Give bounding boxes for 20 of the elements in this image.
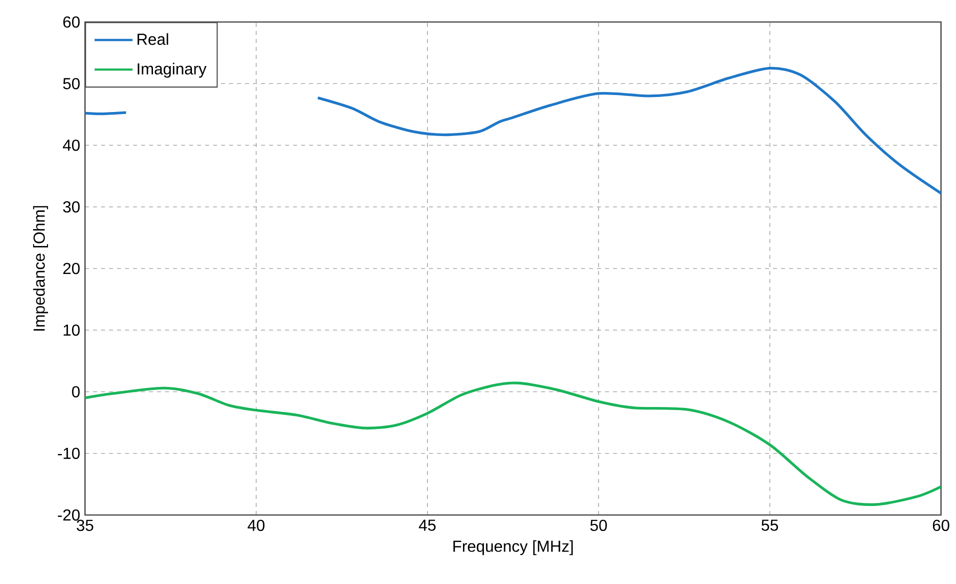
x-tick-label: 60	[932, 520, 950, 532]
legend-label: Imaginary	[138, 62, 206, 78]
y-tick-label: -20	[58, 509, 80, 521]
y-axis-title: Impedance [Ohm]	[33, 206, 48, 331]
x-tick-label: 45	[418, 520, 436, 531]
y-tick-label: 60	[63, 16, 80, 28]
x-tick-label: 35	[76, 520, 94, 532]
y-tick-label: 20	[63, 262, 80, 274]
y-tick-label: 30	[63, 201, 80, 213]
x-tick-label: 40	[248, 520, 264, 532]
y-tick-label: 50	[63, 78, 80, 90]
y-tick-label: 0	[72, 386, 80, 398]
legend-label: Real	[138, 33, 168, 45]
x-axis-title: Frequency [MHz]	[453, 540, 573, 556]
y-tick-label: 10	[64, 324, 80, 336]
line-series	[85, 382, 942, 506]
x-tick-label: 55	[762, 520, 778, 531]
x-tick-label: 50	[590, 520, 607, 532]
y-tick-label: -10	[58, 448, 80, 460]
y-tick-label: 40	[62, 140, 80, 151]
